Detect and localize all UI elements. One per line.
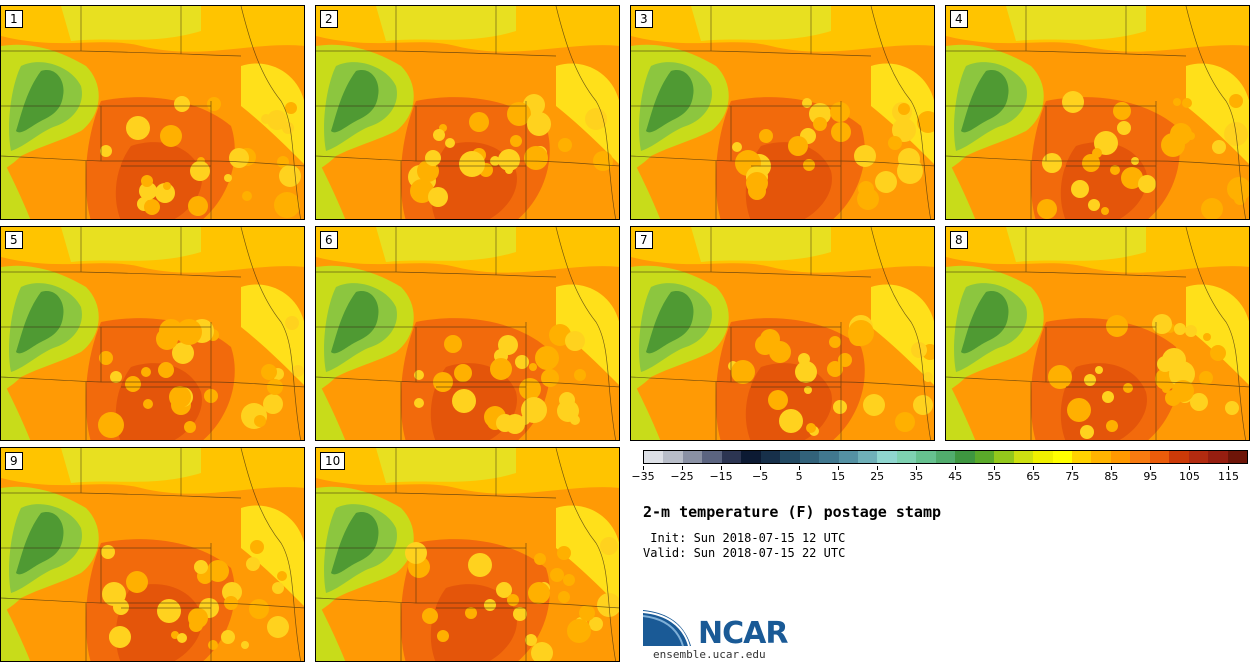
panel-number-label: 9 bbox=[5, 452, 23, 470]
colorbar-tick-label: 65 bbox=[1026, 470, 1041, 483]
colorbar-tick-mark bbox=[1111, 466, 1113, 470]
panel-number-label: 4 bbox=[950, 10, 968, 28]
colorbar-swatch bbox=[1052, 451, 1072, 463]
colorbar-tick-mark bbox=[682, 466, 684, 470]
colorbar-swatch bbox=[955, 451, 975, 463]
colorbar-tick-mark bbox=[994, 466, 996, 470]
panel-number-label: 10 bbox=[320, 452, 346, 470]
map-panel: 8 bbox=[945, 226, 1250, 441]
colorbar-swatch bbox=[896, 451, 917, 463]
colorbar-swatch bbox=[857, 451, 878, 463]
colorbar-swatch bbox=[935, 451, 956, 463]
colorbar-tick-mark bbox=[799, 466, 801, 470]
colorbar-tick-label: 105 bbox=[1178, 470, 1200, 483]
colorbar-swatch bbox=[994, 451, 1014, 463]
valid-time: Valid: Sun 2018-07-15 22 UTC bbox=[643, 546, 846, 560]
colorbar-tick-mark bbox=[1228, 466, 1230, 470]
colorbar-tick-label: 55 bbox=[987, 470, 1002, 483]
panel-number-label: 5 bbox=[5, 231, 23, 249]
init-time: Init: Sun 2018-07-15 12 UTC bbox=[643, 531, 846, 545]
colorbar-swatch bbox=[819, 451, 839, 463]
colorbar-swatch bbox=[760, 451, 781, 463]
map-panel: 7 bbox=[630, 226, 935, 441]
colorbar-tick-mark bbox=[838, 466, 840, 470]
colorbar-swatch bbox=[1033, 451, 1053, 463]
colorbar-tick-label: 85 bbox=[1104, 470, 1119, 483]
colorbar-tick-mark bbox=[721, 466, 723, 470]
colorbar-swatch bbox=[1110, 451, 1131, 463]
colorbar-swatch bbox=[1188, 451, 1209, 463]
map-panel: 5 bbox=[0, 226, 305, 441]
colorbar-swatch bbox=[721, 451, 742, 463]
colorbar-tick-mark bbox=[643, 466, 644, 470]
colorbar-swatch bbox=[1091, 451, 1111, 463]
map-panel: 2 bbox=[315, 5, 620, 220]
colorbar-swatch bbox=[780, 451, 800, 463]
colorbar-tick-mark bbox=[760, 466, 762, 470]
colorbar-tick-mark bbox=[1072, 466, 1074, 470]
colorbar-tick-mark bbox=[1150, 466, 1152, 470]
colorbar-tick-mark bbox=[1189, 466, 1191, 470]
colorbar-swatch bbox=[916, 451, 936, 463]
map-panel: 4 bbox=[945, 5, 1250, 220]
map-panel: 1 bbox=[0, 5, 305, 220]
colorbar-swatch bbox=[1169, 451, 1189, 463]
panel-number-label: 1 bbox=[5, 10, 23, 28]
colorbar-tick-mark bbox=[877, 466, 879, 470]
temperature-colorbar bbox=[643, 450, 1248, 464]
colorbar-tick-label: 15 bbox=[831, 470, 846, 483]
colorbar-tick-label: −5 bbox=[751, 470, 769, 483]
colorbar-tick-label: 45 bbox=[948, 470, 963, 483]
panel-number-label: 8 bbox=[950, 231, 968, 249]
colorbar-tick-label: 95 bbox=[1143, 470, 1158, 483]
colorbar-tick-label: 35 bbox=[909, 470, 924, 483]
map-panel: 6 bbox=[315, 226, 620, 441]
colorbar-tick-label: −25 bbox=[670, 470, 694, 483]
colorbar-swatch bbox=[1149, 451, 1170, 463]
ncar-logo-text: NCAR bbox=[698, 616, 788, 651]
colorbar-swatch bbox=[1130, 451, 1150, 463]
colorbar-swatch bbox=[1208, 451, 1228, 463]
map-panel: 3 bbox=[630, 5, 935, 220]
colorbar-ticks: −35 −25 −15 −5 5 15 25 35 45 55 65 75 85 95 105 115 bbox=[631, 466, 1248, 486]
panel-number-label: 3 bbox=[635, 10, 653, 28]
panel-number-label: 7 bbox=[635, 231, 653, 249]
colorbar-tick-label: −35 bbox=[631, 470, 655, 483]
colorbar-tick-label: −15 bbox=[709, 470, 733, 483]
colorbar-tick-label: 115 bbox=[1217, 470, 1239, 483]
ensemble-url: ensemble.ucar.edu bbox=[653, 648, 766, 661]
ncar-logo-icon bbox=[643, 610, 691, 647]
colorbar-tick-mark bbox=[955, 466, 957, 470]
colorbar-tick-mark bbox=[916, 466, 918, 470]
colorbar-swatch bbox=[682, 451, 703, 463]
colorbar-swatch bbox=[1013, 451, 1034, 463]
colorbar-swatch bbox=[1227, 451, 1248, 463]
colorbar-swatch bbox=[663, 451, 683, 463]
colorbar-swatch bbox=[799, 451, 820, 463]
colorbar-swatch bbox=[1071, 451, 1092, 463]
plot-title: 2-m temperature (F) postage stamp bbox=[643, 503, 942, 521]
colorbar-swatch bbox=[741, 451, 761, 463]
colorbar-swatch bbox=[877, 451, 897, 463]
colorbar-swatch bbox=[644, 451, 664, 463]
panel-number-label: 2 bbox=[320, 10, 338, 28]
colorbar-tick-label: 5 bbox=[795, 470, 803, 483]
map-panel: 10 bbox=[315, 447, 620, 662]
colorbar-swatch bbox=[838, 451, 858, 463]
colorbar-swatch bbox=[974, 451, 995, 463]
map-panel: 9 bbox=[0, 447, 305, 662]
colorbar-swatch bbox=[702, 451, 722, 463]
colorbar-tick-label: 75 bbox=[1065, 470, 1080, 483]
colorbar-tick-mark bbox=[1033, 466, 1035, 470]
panel-number-label: 6 bbox=[320, 231, 338, 249]
colorbar-tick-label: 25 bbox=[870, 470, 885, 483]
